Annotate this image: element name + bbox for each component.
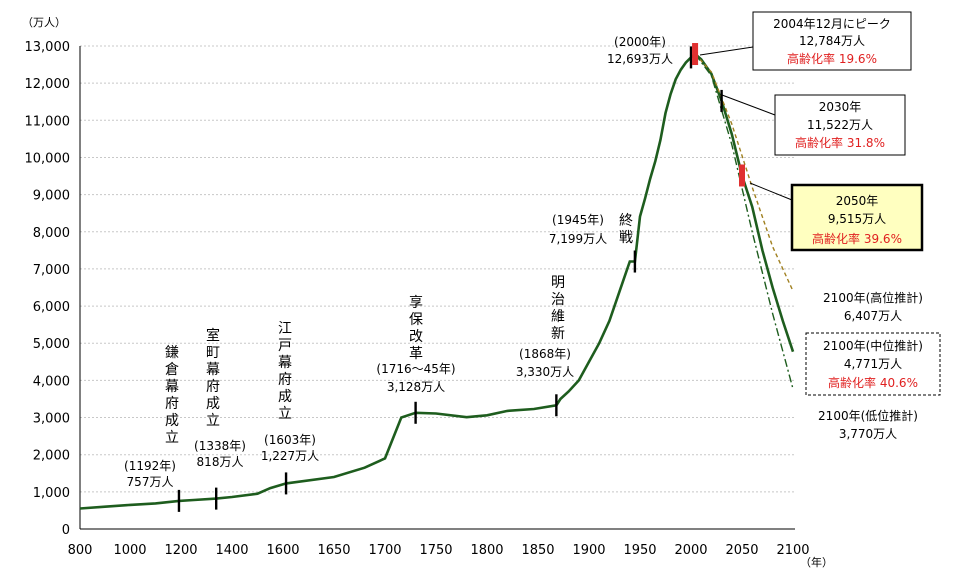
edo-value: 1,227万人 — [261, 449, 319, 463]
x-tick-label: 1650 — [317, 543, 350, 558]
population-line — [79, 52, 795, 510]
x-tick-label: 2050 — [725, 543, 758, 558]
annotation-meiji: 明治維新 (1868年) 3,330万人 — [516, 275, 574, 379]
annotation-kamakura: 鎌倉幕府成立 (1192年) 757万人 — [124, 345, 179, 489]
series-lines — [79, 52, 795, 510]
y-tick-label: 7,000 — [33, 263, 70, 278]
y2030-line3: 高齢化率 31.8% — [795, 135, 885, 150]
x-axis-unit: （年） — [800, 555, 833, 569]
mid-line1: 2100年(中位推計) — [823, 338, 923, 353]
mid-box — [805, 332, 941, 396]
mid-line2: 4,771万人 — [844, 357, 902, 371]
kyoho-value: 3,128万人 — [387, 380, 445, 394]
y2050-box — [790, 183, 924, 252]
annotation-2050: 2050年 9,515万人 高齢化率 39.6% — [749, 182, 924, 252]
meiji-value: 3,330万人 — [516, 365, 574, 379]
peak-leader — [699, 46, 754, 56]
peak-line3: 高齢化率 19.6% — [787, 51, 877, 66]
y2030-line1: 2030年 — [819, 100, 862, 114]
y-tick-label: 13,000 — [25, 40, 71, 55]
y-tick-label: 3,000 — [33, 412, 70, 427]
x-tick-labels: 800 1000 1200 1400 1600 1650 1700 1750 1800 1850 1… — [68, 543, 810, 558]
y2050-leader — [749, 182, 793, 201]
shusen-vertical-label: 終戦 — [619, 213, 633, 246]
highlight-marker — [692, 43, 699, 66]
shusen-value: 7,199万人 — [549, 232, 607, 246]
annotation-shusen: 終戦 (1945年) 7,199万人 — [549, 213, 633, 246]
annotation-2100-high: 2100年(高位推計) 6,407万人 — [823, 290, 923, 323]
y-tick-label: 6,000 — [33, 300, 70, 315]
peak-line1: 2004年12月にピーク — [773, 17, 891, 31]
y-tick-label: 0 — [62, 523, 70, 538]
annotation-muromachi: 室町幕府成立 (1338年) 818万人 — [194, 327, 246, 469]
annotation-2100-low: 2100年(低位推計) 3,770万人 — [818, 408, 918, 441]
x-tick-label: 1850 — [521, 543, 554, 558]
y2030-line2: 11,522万人 — [807, 118, 873, 132]
kyoho-vertical-label: 享保改革 — [409, 294, 423, 362]
meiji-year: (1868年) — [519, 347, 571, 361]
x-tick-label: 1200 — [164, 543, 197, 558]
high-line2: 6,407万人 — [844, 309, 902, 323]
shusen-year: (1945年) — [552, 213, 604, 227]
low-line1: 2100年(低位推計) — [818, 408, 918, 423]
meiji-vertical-label: 明治維新 — [551, 275, 565, 342]
y-tick-label: 9,000 — [33, 189, 70, 204]
annotation-2030: 2030年 11,522万人 高齢化率 31.8% — [721, 94, 906, 156]
x-tick-label: 800 — [68, 543, 93, 558]
annotation-kyoho: 享保改革 (1716～45年) 3,128万人 — [376, 294, 455, 394]
event-markers — [177, 43, 745, 512]
y2050-line2: 9,515万人 — [828, 212, 886, 226]
x-tick-label: 1000 — [113, 543, 146, 558]
y-axis-unit: （万人） — [22, 16, 66, 29]
muromachi-vertical-label: 室町幕府成立 — [206, 327, 220, 429]
y-tick-label: 2,000 — [33, 449, 70, 464]
kamakura-vertical-label: 鎌倉幕府成立 — [165, 345, 179, 446]
mid-line3: 高齢化率 40.6% — [828, 375, 918, 390]
high-projection-line — [694, 53, 794, 292]
peak-box — [752, 11, 912, 71]
y2000-year: (2000年) — [614, 35, 666, 49]
muromachi-year: (1338年) — [194, 439, 246, 453]
high-line1: 2100年(高位推計) — [823, 290, 923, 305]
gridlines — [80, 45, 795, 493]
x-tick-label: 1900 — [572, 543, 605, 558]
y2030-leader — [721, 94, 776, 116]
y-tick-label: 11,000 — [25, 114, 71, 129]
y-tick-label: 5,000 — [33, 337, 70, 352]
annotation-peak: 2004年12月にピーク 12,784万人 高齢化率 19.6% — [699, 11, 912, 71]
x-tick-label: 2100 — [776, 543, 809, 558]
muromachi-value: 818万人 — [197, 455, 244, 469]
peak-line2: 12,784万人 — [799, 34, 865, 48]
edo-year: (1603年) — [264, 433, 316, 447]
x-tick-label: 1750 — [419, 543, 452, 558]
x-tick-label: 1600 — [266, 543, 299, 558]
y2000-value: 12,693万人 — [607, 52, 673, 66]
y-tick-label: 10,000 — [25, 151, 71, 166]
x-tick-label: 1950 — [623, 543, 656, 558]
y-tick-label: 1,000 — [33, 486, 70, 501]
x-tick-label: 1800 — [470, 543, 503, 558]
x-tick-label: 2000 — [674, 543, 707, 558]
low-line2: 3,770万人 — [839, 427, 897, 441]
annotation-2000: (2000年) 12,693万人 — [607, 35, 673, 66]
x-tick-label: 1700 — [368, 543, 401, 558]
kyoho-year: (1716～45年) — [376, 362, 455, 376]
kamakura-year: (1192年) — [124, 459, 176, 473]
y-tick-label: 12,000 — [25, 77, 71, 92]
low-projection-line — [694, 53, 794, 390]
y2050-line3: 高齢化率 39.6% — [812, 231, 902, 246]
x-tick-label: 1400 — [215, 543, 248, 558]
annotation-2100-mid: 2100年(中位推計) 4,771万人 高齢化率 40.6% — [805, 332, 941, 396]
highlight-marker — [739, 164, 745, 187]
y-tick-labels: 0 1,000 2,000 3,000 4,000 5,000 6,000 7,000 8,00… — [25, 40, 71, 538]
y-tick-label: 4,000 — [33, 374, 70, 389]
y2030-box — [774, 94, 906, 156]
kamakura-value: 757万人 — [127, 475, 174, 489]
y-tick-label: 8,000 — [33, 226, 70, 241]
edo-vertical-label: 江戸幕府成立 — [278, 321, 292, 422]
annotation-edo: 江戸幕府成立 (1603年) 1,227万人 — [261, 321, 319, 463]
y2050-line1: 2050年 — [836, 194, 879, 208]
